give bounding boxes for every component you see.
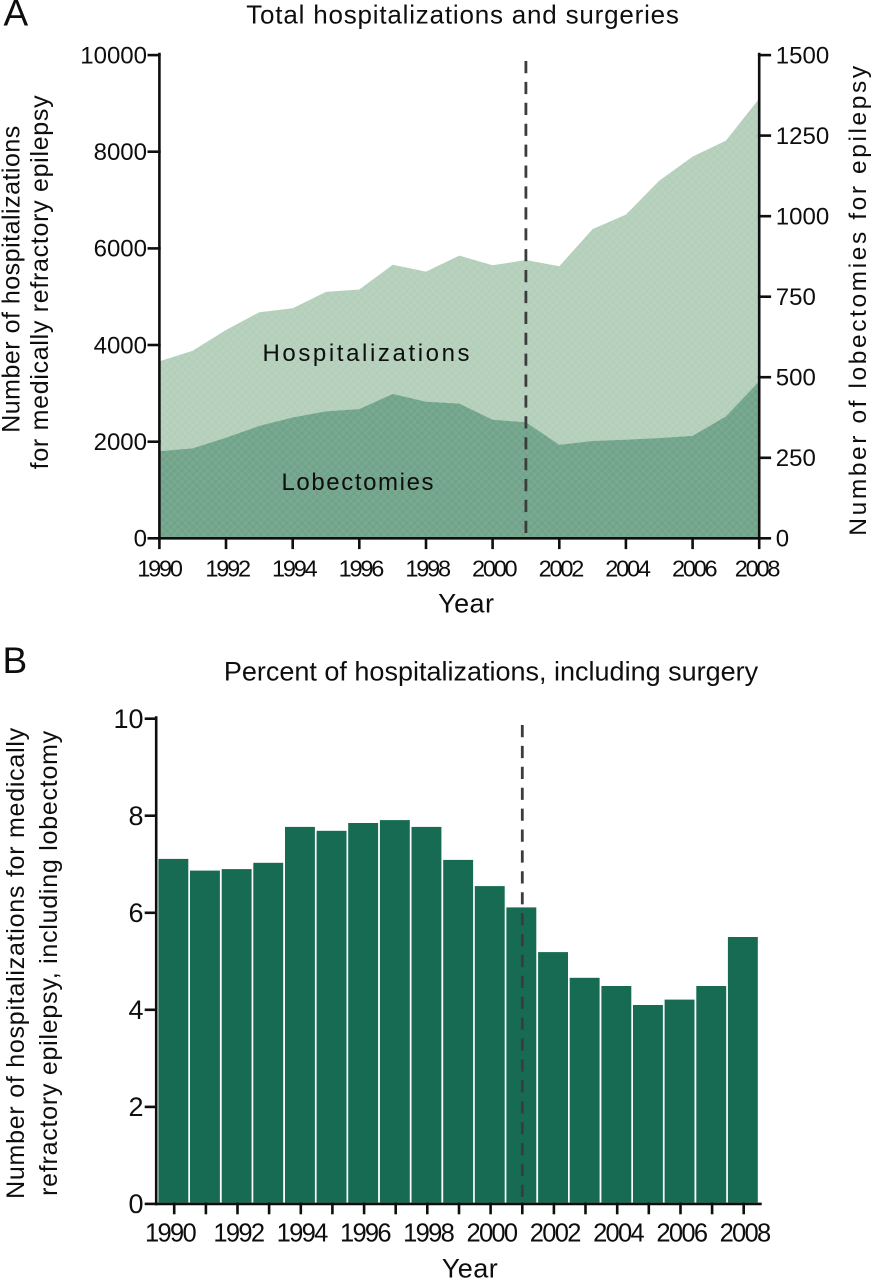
svg-text:1500: 1500 bbox=[776, 42, 829, 69]
svg-text:1992: 1992 bbox=[213, 1220, 263, 1248]
svg-text:1998: 1998 bbox=[403, 1220, 454, 1248]
svg-text:1990: 1990 bbox=[137, 555, 183, 581]
svg-text:1998: 1998 bbox=[405, 555, 451, 581]
svg-text:2006: 2006 bbox=[672, 555, 718, 581]
svg-text:2002: 2002 bbox=[530, 1220, 580, 1248]
svg-text:1996: 1996 bbox=[339, 555, 385, 581]
svg-text:1990: 1990 bbox=[145, 1220, 196, 1248]
svg-text:Number of hospitalizations: Number of hospitalizations bbox=[0, 125, 26, 433]
svg-text:750: 750 bbox=[776, 284, 816, 311]
svg-text:1250: 1250 bbox=[776, 123, 829, 150]
svg-text:Lobectomies: Lobectomies bbox=[281, 469, 435, 496]
svg-text:2004: 2004 bbox=[605, 555, 651, 581]
svg-text:Percent of hospitalizations, i: Percent of hospitalizations, including s… bbox=[224, 657, 759, 687]
svg-text:B: B bbox=[3, 640, 28, 681]
svg-text:0: 0 bbox=[134, 526, 147, 553]
svg-text:10: 10 bbox=[113, 704, 143, 734]
svg-text:Year: Year bbox=[442, 1253, 498, 1280]
svg-text:8000: 8000 bbox=[94, 139, 147, 166]
svg-text:2000: 2000 bbox=[472, 555, 518, 581]
svg-text:0: 0 bbox=[776, 526, 789, 553]
svg-text:Total hospitalizations and sur: Total hospitalizations and surgeries bbox=[246, 0, 679, 30]
svg-text:2004: 2004 bbox=[593, 1220, 644, 1248]
svg-text:4000: 4000 bbox=[94, 332, 147, 359]
svg-text:1000: 1000 bbox=[776, 204, 829, 231]
svg-text:refractory epilepsy, including: refractory epilepsy, including lobectomy bbox=[35, 730, 63, 1196]
svg-text:2008: 2008 bbox=[720, 1220, 771, 1248]
svg-text:6: 6 bbox=[128, 898, 143, 928]
svg-text:2000: 2000 bbox=[94, 429, 147, 456]
svg-text:2002: 2002 bbox=[539, 555, 584, 581]
svg-text:A: A bbox=[4, 0, 29, 34]
svg-text:1992: 1992 bbox=[205, 555, 250, 581]
svg-text:1994: 1994 bbox=[272, 555, 318, 581]
svg-text:for medically refractory epile: for medically refractory epilepsy bbox=[26, 95, 54, 470]
svg-text:Hospitalizations: Hospitalizations bbox=[262, 340, 472, 367]
svg-text:1994: 1994 bbox=[277, 1220, 328, 1248]
svg-text:Year: Year bbox=[438, 589, 494, 619]
svg-text:2008: 2008 bbox=[735, 555, 781, 581]
svg-text:1996: 1996 bbox=[340, 1220, 391, 1248]
svg-text:10000: 10000 bbox=[80, 42, 147, 69]
svg-text:Number of hospitalizations for: Number of hospitalizations for medically bbox=[2, 727, 30, 1199]
svg-text:0: 0 bbox=[128, 1189, 143, 1219]
svg-text:8: 8 bbox=[128, 801, 143, 831]
svg-text:500: 500 bbox=[776, 365, 816, 392]
svg-text:2006: 2006 bbox=[656, 1220, 707, 1248]
svg-text:2: 2 bbox=[128, 1092, 143, 1122]
svg-text:4: 4 bbox=[128, 995, 143, 1025]
svg-text:Number of lobectomies for epil: Number of lobectomies for epilepsy bbox=[845, 63, 872, 535]
svg-text:2000: 2000 bbox=[466, 1220, 517, 1248]
svg-text:250: 250 bbox=[776, 445, 816, 472]
svg-text:6000: 6000 bbox=[94, 236, 147, 263]
